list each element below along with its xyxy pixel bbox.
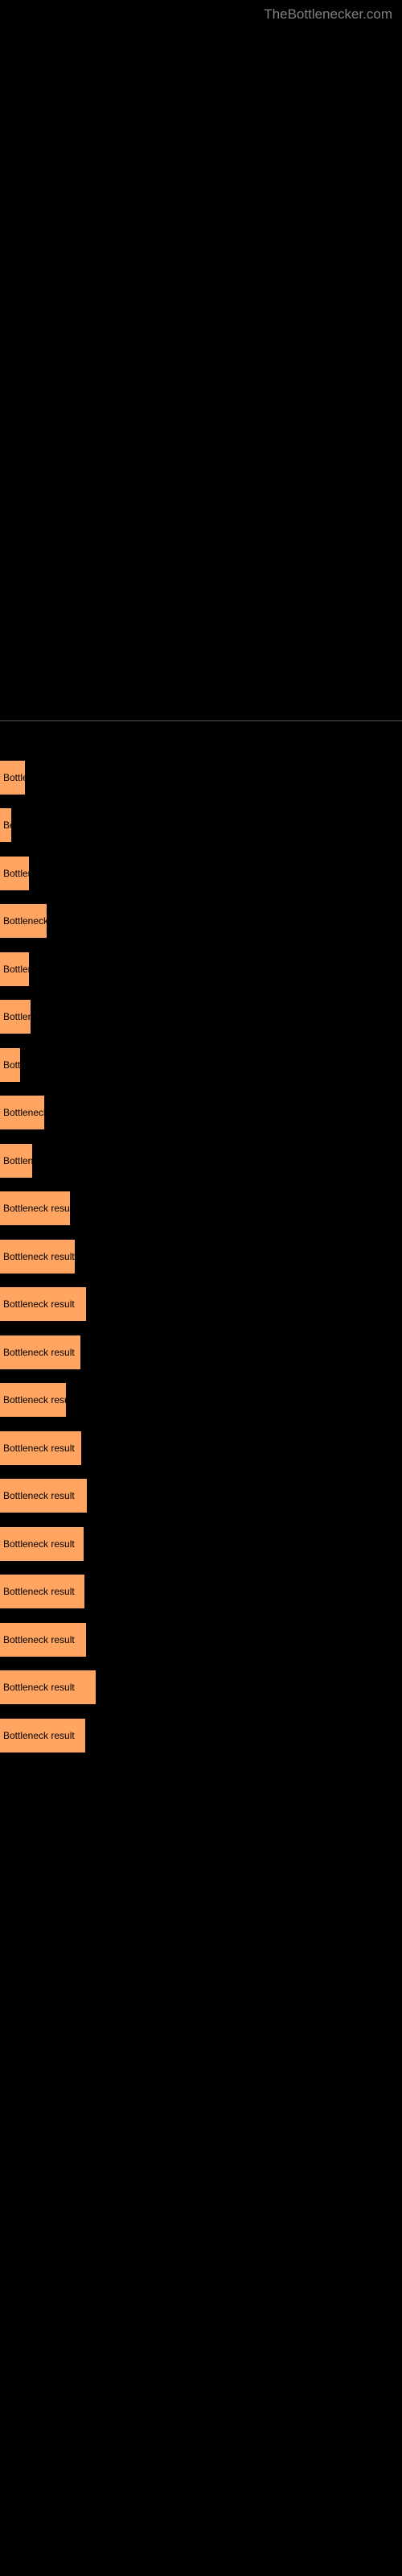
bar-row: Bottleneck result xyxy=(0,993,402,1042)
bar-label: Bottleneck result xyxy=(3,1586,75,1597)
bar-label: Bottleneck result xyxy=(3,868,29,879)
bottleneck-bar: Bottleneck result xyxy=(0,1670,96,1704)
bar-label: Bottleneck result xyxy=(3,964,29,975)
bar-label: Bottleneck result xyxy=(3,1107,44,1118)
bar-row: Bottleneck result xyxy=(0,1137,402,1185)
bottleneck-bar: Bottleneck result xyxy=(0,857,29,890)
bar-row: Bottleneck result xyxy=(0,1041,402,1089)
bar-label: Bottleneck result xyxy=(3,1059,20,1071)
bottleneck-bar: Bottleneck result xyxy=(0,1575,84,1608)
bottleneck-bar: Bottleneck result xyxy=(0,952,29,986)
bar-label: Bottleneck result xyxy=(3,1011,31,1022)
bar-label: Bottleneck result xyxy=(3,1251,75,1262)
bar-label: Bottleneck result xyxy=(3,772,25,783)
bottleneck-bar: Bottleneck result xyxy=(0,1000,31,1034)
bar-label: Bottleneck result xyxy=(3,1155,32,1166)
watermark-text: TheBottlenecker.com xyxy=(264,6,392,23)
bar-row: Bottleneck result xyxy=(0,898,402,946)
bar-row: Bottleneck result xyxy=(0,802,402,850)
bottleneck-bar: Bottleneck result xyxy=(0,1335,80,1369)
bottleneck-bar: Bottleneck result xyxy=(0,1719,85,1752)
bar-row: Bottleneck result xyxy=(0,1616,402,1664)
bar-row: Bottleneck result xyxy=(0,1520,402,1568)
bar-label: Bottleneck result xyxy=(3,1347,75,1358)
bar-label: Bottleneck result xyxy=(3,1394,66,1406)
bar-row: Bottleneck result xyxy=(0,1232,402,1281)
bottleneck-chart: Bottleneck result Bottleneck result Bottle… xyxy=(0,720,402,1760)
bar-row: Bottleneck result xyxy=(0,1424,402,1472)
bar-row: Bottleneck result xyxy=(0,1328,402,1377)
bar-row: Bottleneck result xyxy=(0,1664,402,1712)
bottleneck-bar: Bottleneck result xyxy=(0,1240,75,1274)
bar-label: Bottleneck result xyxy=(3,1203,70,1214)
bar-row: Bottleneck result xyxy=(0,1472,402,1521)
bar-label: Bottleneck result xyxy=(3,1730,75,1741)
bottleneck-bar: Bottleneck result xyxy=(0,904,47,938)
bottleneck-bar: Bottleneck result xyxy=(0,1479,87,1513)
bar-label: Bottleneck result xyxy=(3,1490,75,1501)
chart-baseline xyxy=(0,720,402,721)
bar-label: Bottleneck result xyxy=(3,1682,75,1693)
bar-row: Bottleneck result xyxy=(0,753,402,802)
bottleneck-bar: Bottleneck result xyxy=(0,1096,44,1129)
bar-label: Bottleneck result xyxy=(3,1538,75,1550)
bars-wrapper: Bottleneck result Bottleneck result Bottle… xyxy=(0,753,402,1760)
bottleneck-bar: Bottleneck result xyxy=(0,1383,66,1417)
bar-row: Bottleneck result xyxy=(0,849,402,898)
bar-label: Bottleneck result xyxy=(3,1634,75,1645)
bottleneck-bar: Bottleneck result xyxy=(0,1144,32,1178)
bottleneck-bar: Bottleneck result xyxy=(0,1191,70,1225)
bar-row: Bottleneck result xyxy=(0,1377,402,1425)
bar-label: Bottleneck result xyxy=(3,819,11,831)
bar-row: Bottleneck result xyxy=(0,1281,402,1329)
bottleneck-bar: Bottleneck result xyxy=(0,1287,86,1321)
bottleneck-bar: Bottleneck result xyxy=(0,1048,20,1082)
bar-label: Bottleneck result xyxy=(3,1443,75,1454)
bar-label: Bottleneck result xyxy=(3,915,47,927)
bottleneck-bar: Bottleneck result xyxy=(0,808,11,842)
bar-label: Bottleneck result xyxy=(3,1298,75,1310)
bottleneck-bar: Bottleneck result xyxy=(0,1527,84,1561)
bar-row: Bottleneck result xyxy=(0,1089,402,1137)
bar-row: Bottleneck result xyxy=(0,945,402,993)
bottleneck-bar: Bottleneck result xyxy=(0,1431,81,1465)
bottleneck-bar: Bottleneck result xyxy=(0,761,25,795)
bottleneck-bar: Bottleneck result xyxy=(0,1623,86,1657)
bar-row: Bottleneck result xyxy=(0,1711,402,1760)
bar-row: Bottleneck result xyxy=(0,1185,402,1233)
bar-row: Bottleneck result xyxy=(0,1568,402,1616)
